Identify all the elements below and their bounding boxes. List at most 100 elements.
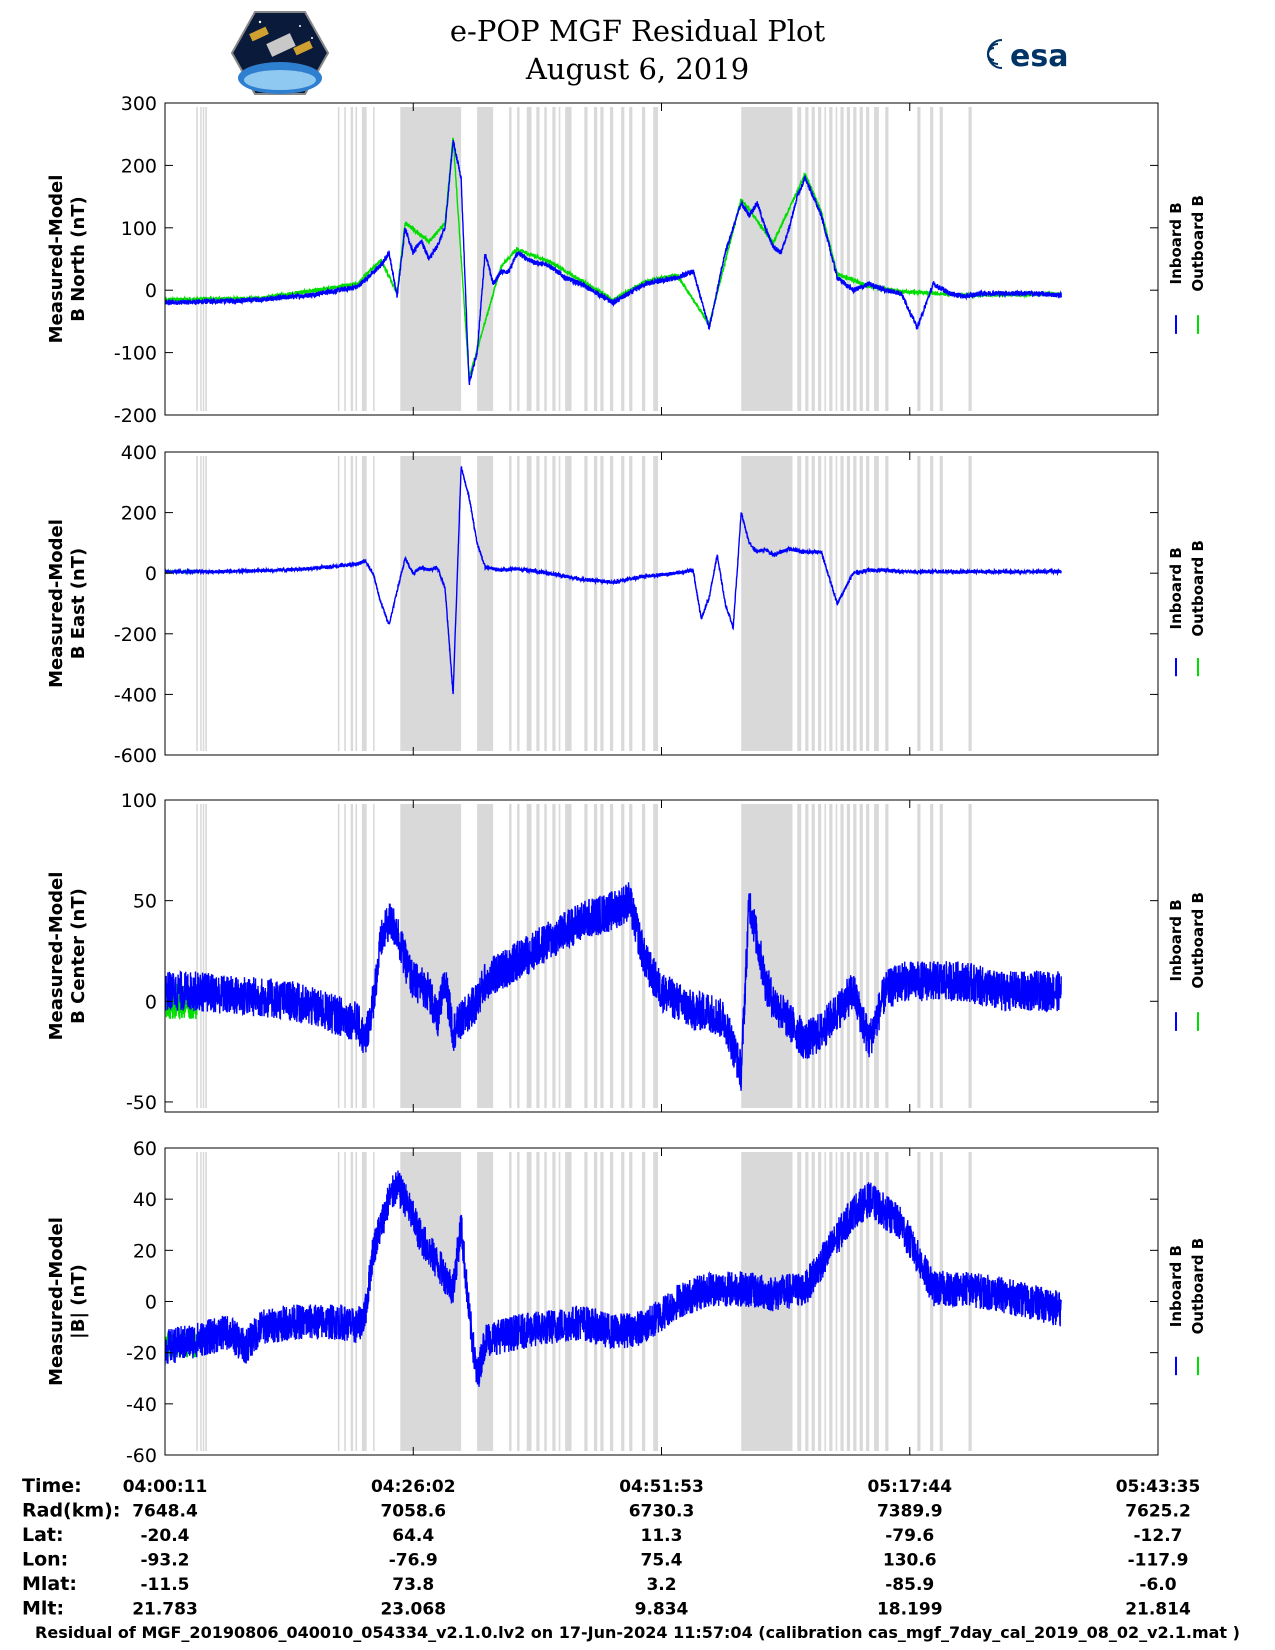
series-inboard-b	[165, 1170, 1062, 1387]
gap-band	[741, 107, 793, 411]
gap-band	[536, 107, 540, 411]
gap-band	[811, 107, 815, 411]
plot-frame	[164, 451, 1159, 756]
legend-label: Outboard B	[1189, 540, 1207, 637]
gap-band	[544, 456, 547, 751]
row-value: 7389.9	[877, 1502, 943, 1522]
gap-band	[653, 456, 658, 751]
y-tick-label: 0	[145, 563, 157, 585]
gap-band	[917, 1152, 921, 1451]
data-gap-shading	[196, 456, 972, 751]
gap-band	[829, 456, 833, 751]
legend-label: Outboard B	[1189, 195, 1207, 292]
gap-band	[202, 107, 205, 411]
gap-band	[609, 804, 614, 1108]
gap-band	[968, 107, 972, 411]
y-axis-label: Measured-Model	[46, 1217, 67, 1386]
gap-band	[202, 1152, 205, 1451]
gap-band	[196, 1152, 198, 1451]
gap-band	[344, 1152, 346, 1451]
row-value: 73.8	[392, 1575, 434, 1595]
series-inboard-b	[165, 139, 1062, 386]
panel-3: -50 0 50 100 Measured-Model B Center (nT) Inbo…	[46, 790, 1207, 1114]
gap-band	[829, 804, 833, 1108]
series-group	[165, 466, 1062, 695]
gap-band	[930, 1152, 934, 1451]
gap-band	[205, 804, 207, 1108]
gap-band	[196, 107, 198, 411]
y-tick-label: 40	[133, 1189, 157, 1211]
gap-band	[337, 1152, 340, 1451]
gap-band	[835, 107, 838, 411]
gap-band	[797, 456, 802, 751]
gap-band	[565, 804, 572, 1108]
row-value: 04:51:53	[619, 1477, 704, 1497]
y-axis-label: Measured-Model	[46, 872, 67, 1041]
gap-band	[824, 804, 827, 1108]
row-value: 7625.2	[1125, 1502, 1191, 1522]
y-axis-label: Measured-Model	[46, 519, 67, 688]
y-tick-label: 0	[145, 991, 157, 1013]
gap-band	[609, 107, 614, 411]
gap-band	[939, 804, 943, 1108]
gap-band	[818, 107, 822, 411]
gap-band	[202, 804, 205, 1108]
plot-frame	[164, 799, 1159, 1113]
row-value: 05:17:44	[867, 1477, 952, 1497]
row-value: 3.2	[646, 1575, 676, 1595]
gap-band	[337, 107, 340, 411]
gap-band	[565, 456, 572, 751]
row-value: -79.6	[885, 1526, 934, 1546]
gap-band	[361, 804, 367, 1108]
gap-band	[859, 1152, 863, 1451]
row-value: 23.068	[380, 1600, 446, 1620]
gap-band	[859, 107, 863, 411]
row-label: Mlt:	[22, 1598, 64, 1620]
gap-band	[350, 456, 354, 751]
gap-band	[344, 456, 346, 751]
gap-band	[584, 456, 588, 751]
y-axis-label: B Center (nT)	[68, 888, 89, 1024]
legend: Inboard B Outboard B	[1167, 892, 1207, 1031]
gap-band	[853, 1152, 857, 1451]
legend-label: Inboard B	[1167, 547, 1185, 629]
y-axis-label: B North (nT)	[68, 196, 89, 322]
gap-band	[621, 804, 625, 1108]
row-label: Lat:	[22, 1524, 64, 1546]
gap-band	[859, 456, 863, 751]
row-label: Rad(km):	[22, 1500, 120, 1522]
row-label: Mlat:	[22, 1573, 77, 1595]
y-tick-label: -100	[114, 343, 157, 365]
gap-band	[939, 107, 943, 411]
gap-band	[202, 456, 205, 751]
row-value: 11.3	[641, 1526, 683, 1546]
esa-logo: esa	[987, 39, 1068, 74]
gap-band	[536, 1152, 540, 1451]
gap-band	[558, 107, 561, 411]
gap-band	[885, 1152, 889, 1451]
gap-band	[840, 1152, 844, 1451]
row-value: 21.783	[132, 1600, 198, 1620]
gap-band	[840, 456, 844, 751]
gap-band	[853, 456, 857, 751]
gap-band	[196, 456, 198, 751]
gap-band	[741, 804, 793, 1108]
row-value: 18.199	[877, 1600, 943, 1620]
gap-band	[609, 1152, 614, 1451]
gap-band	[866, 456, 870, 751]
row-value: -93.2	[141, 1551, 190, 1571]
row-value: 6730.3	[629, 1502, 695, 1522]
gap-band	[477, 456, 494, 751]
data-gap-shading	[196, 1152, 972, 1451]
gap-band	[205, 107, 207, 411]
gap-band	[593, 1152, 598, 1451]
data-gap-shading	[196, 107, 972, 411]
y-tick-label: 0	[145, 1292, 157, 1314]
gap-band	[526, 1152, 532, 1451]
gap-band	[939, 1152, 943, 1451]
series-outboard-b	[165, 137, 1062, 379]
y-tick-label: -60	[126, 1445, 157, 1467]
gap-band	[477, 804, 494, 1108]
gap-band	[517, 1152, 520, 1451]
